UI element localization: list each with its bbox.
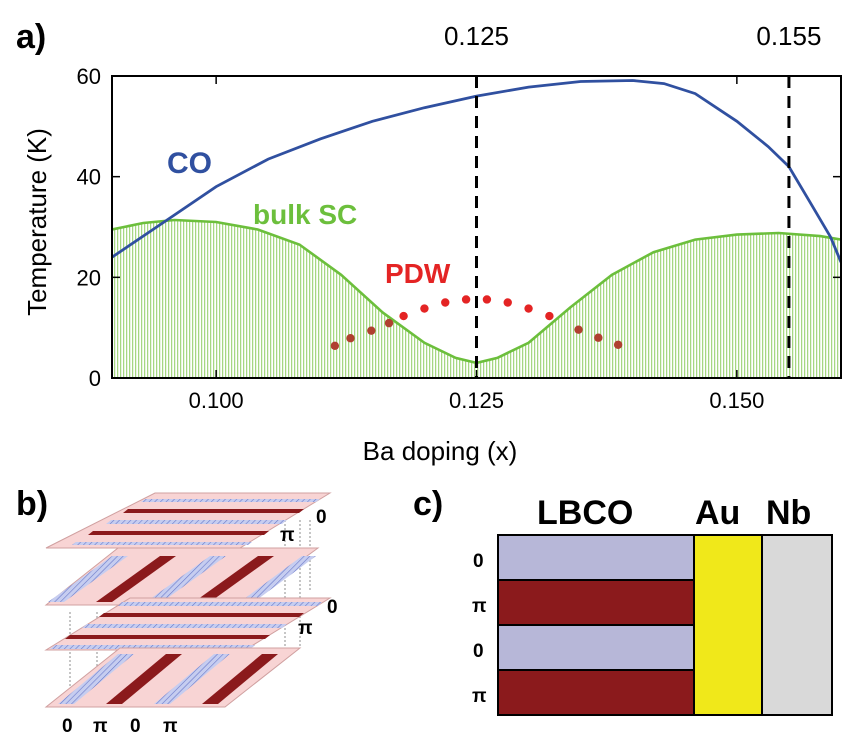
lbco-layer-pi-2 bbox=[497, 669, 695, 716]
y-tick-label: 60 bbox=[77, 64, 101, 89]
bulk-sc-label: bulk SC bbox=[253, 199, 357, 230]
pdw-point bbox=[503, 298, 512, 307]
row-label-4: π bbox=[472, 686, 487, 707]
x-tick-label: 0.100 bbox=[189, 388, 244, 413]
row-label-3: 0 bbox=[473, 641, 484, 662]
phase-diagram-plot: 0.100 0.125 0.150 0 20 40 60 0.125 0.155 CO bu… bbox=[22, 21, 842, 466]
junction-diagram: LBCO Au Nb 0 π 0 π bbox=[472, 494, 833, 716]
pdw-point-dark bbox=[594, 333, 603, 342]
top-marker-labels: 0.125 0.155 bbox=[444, 21, 822, 51]
layer-4 bbox=[44, 647, 302, 708]
co-label: CO bbox=[167, 147, 212, 180]
pdw-point-dark bbox=[574, 325, 583, 334]
layer-3-phase-label: 0 bbox=[327, 597, 338, 618]
x-tick-label: 0.150 bbox=[709, 388, 764, 413]
au-layer bbox=[693, 534, 763, 716]
pdw-point bbox=[545, 311, 554, 321]
panel-b-label: b) bbox=[16, 485, 48, 523]
y-tick-label: 0 bbox=[89, 366, 101, 391]
row-label-2: π bbox=[472, 596, 487, 617]
pdw-point-dark bbox=[330, 341, 340, 350]
panel-a-label: a) bbox=[16, 18, 46, 56]
row-label-1: 0 bbox=[473, 551, 484, 572]
top-marker-label: 0.125 bbox=[444, 21, 509, 51]
y-ticks: 0 20 40 60 bbox=[77, 64, 841, 391]
pdw-point-dark bbox=[613, 340, 623, 349]
top-marker-label: 0.155 bbox=[756, 21, 821, 51]
layer-1 bbox=[45, 492, 332, 549]
pdw-point bbox=[399, 311, 408, 321]
bottom-phase-label-3: 0 bbox=[130, 716, 141, 737]
pdw-point bbox=[482, 295, 492, 304]
marker-lines bbox=[475, 76, 791, 378]
lbco-header: LBCO bbox=[537, 494, 633, 532]
layer-2-phase-label: π bbox=[280, 525, 295, 546]
lbco-layer-0-2 bbox=[497, 624, 695, 671]
pdw-point bbox=[461, 295, 471, 304]
pdw-point-dark bbox=[346, 334, 355, 343]
alignment-lines bbox=[69, 520, 311, 706]
pdw-point-dark bbox=[384, 318, 394, 328]
pdw-label: PDW bbox=[385, 258, 451, 289]
x-tick-label: 0.125 bbox=[449, 388, 504, 413]
layer-1-phase-label: 0 bbox=[316, 507, 327, 528]
y-tick-label: 20 bbox=[77, 265, 101, 290]
stacked-layers-diagram: 0 π 0 π 0 π 0 π bbox=[44, 492, 338, 737]
y-tick-label: 40 bbox=[77, 165, 101, 190]
pdw-points bbox=[330, 295, 623, 350]
y-axis-title: Temperature (K) bbox=[22, 128, 52, 316]
bottom-phase-label-1: 0 bbox=[62, 716, 73, 737]
pdw-point bbox=[420, 304, 429, 313]
pdw-point bbox=[441, 298, 450, 307]
x-axis-title: Ba doping (x) bbox=[363, 436, 518, 466]
layer-4-phase-label: π bbox=[298, 618, 313, 639]
lbco-layer-0 bbox=[497, 534, 695, 581]
panel-c-label: c) bbox=[413, 485, 443, 523]
bulk-sc-area bbox=[112, 220, 841, 378]
nb-layer bbox=[761, 534, 833, 716]
layer-3 bbox=[44, 597, 332, 651]
bottom-phase-label-4: π bbox=[163, 716, 178, 737]
bottom-phase-label-2: π bbox=[93, 716, 108, 737]
au-header: Au bbox=[695, 494, 740, 532]
pdw-point-dark bbox=[367, 326, 376, 335]
layer-2 bbox=[44, 547, 320, 606]
x-ticks: 0.100 0.125 0.150 bbox=[189, 76, 764, 413]
pdw-point bbox=[524, 304, 533, 313]
nb-header: Nb bbox=[766, 494, 811, 532]
lbco-layer-pi bbox=[497, 579, 695, 626]
